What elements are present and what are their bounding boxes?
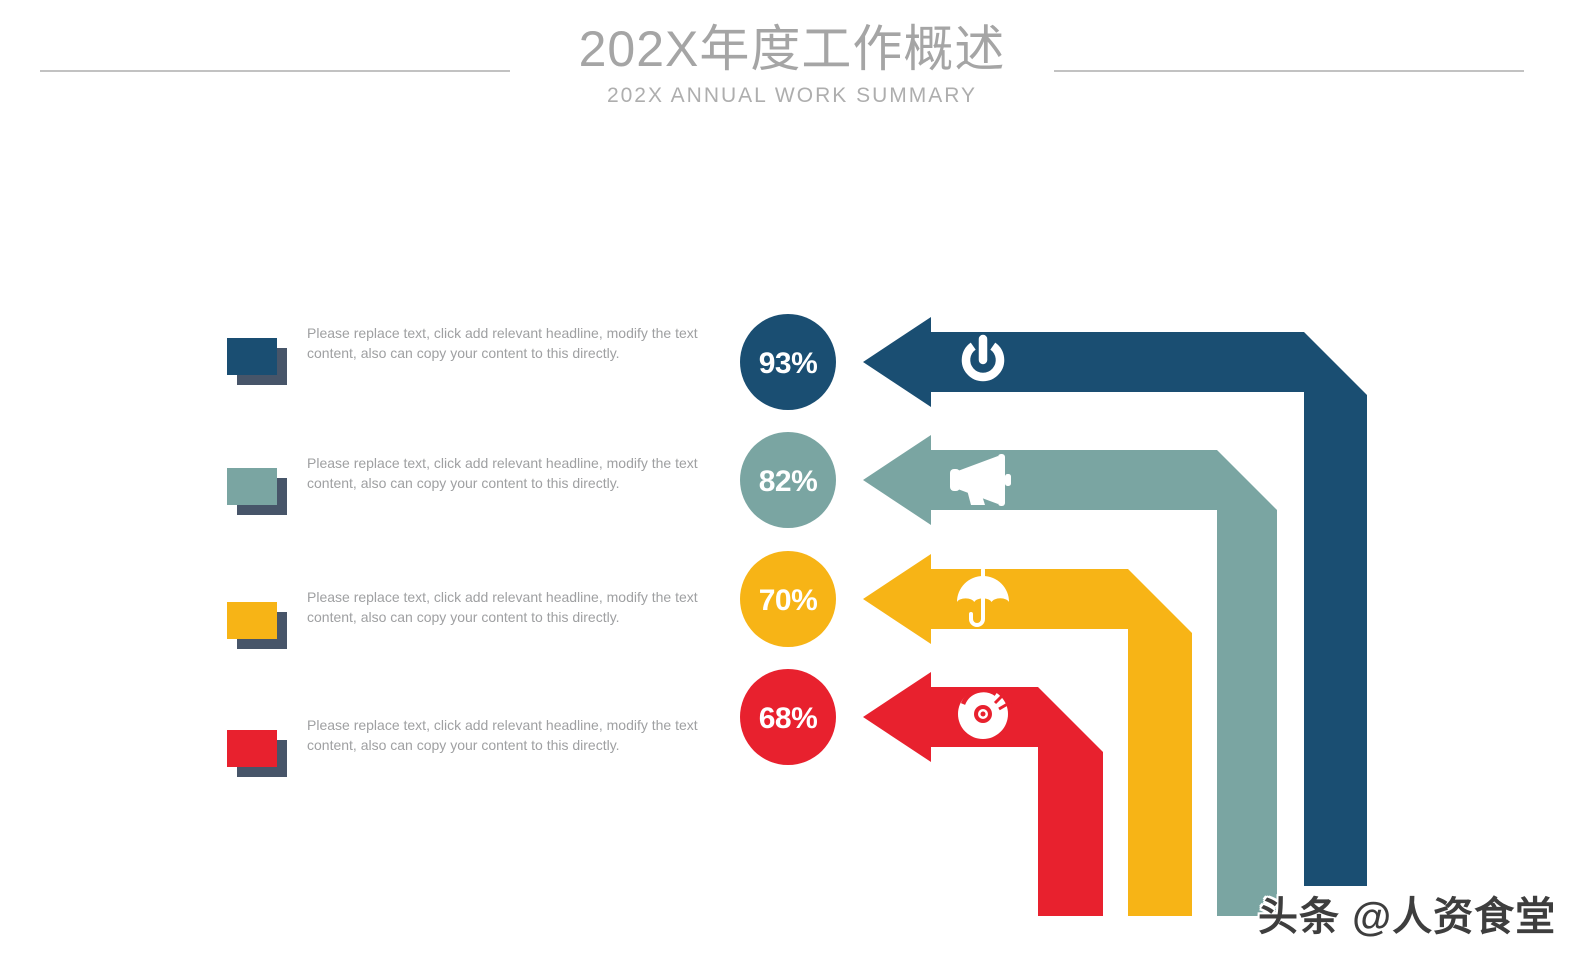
- title-divider-left: [40, 70, 510, 72]
- bent-arrow-shape: [863, 435, 1277, 916]
- placeholder-text: Please replace text, click add relevant …: [307, 325, 698, 361]
- megaphone-icon: [950, 454, 1011, 506]
- percent-circle: [740, 669, 836, 765]
- percent-label: 82%: [759, 465, 818, 498]
- legend-square-red: [227, 730, 277, 767]
- umbrella-icon: [957, 568, 1009, 627]
- bent-arrow-shape: [863, 554, 1192, 916]
- legend-row-2: Please replace text, click add relevant …: [227, 455, 727, 532]
- arrow-row-4: 68%: [740, 669, 1103, 916]
- percent-circle: [740, 432, 836, 528]
- slide-header: 202X年度工作概述 202X ANNUAL WORK SUMMARY: [0, 22, 1584, 108]
- power-icon: [961, 334, 1005, 382]
- percent-label: 93%: [759, 347, 818, 380]
- placeholder-text: Please replace text, click add relevant …: [307, 455, 698, 491]
- legend-row-4: Please replace text, click add relevant …: [227, 717, 727, 794]
- percent-circle: [740, 314, 836, 410]
- watermark: 头条 @人资食堂: [1258, 895, 1557, 939]
- bent-arrow-shape: [863, 672, 1103, 916]
- legend-square-yellow: [227, 602, 277, 639]
- legend-row-3: Please replace text, click add relevant …: [227, 589, 727, 666]
- cd-disc-icon: [958, 687, 1012, 739]
- bent-arrow-shape: [863, 317, 1367, 886]
- arrow-row-2: 82%: [740, 432, 1277, 916]
- legend-square-navy: [227, 338, 277, 375]
- legend-row-1: Please replace text, click add relevant …: [227, 325, 727, 402]
- page-title: 202X年度工作概述: [578, 21, 1006, 77]
- percent-label: 68%: [759, 702, 818, 735]
- percent-label: 70%: [759, 584, 818, 617]
- arrow-row-3: 70%: [740, 551, 1192, 916]
- legend-square-teal: [227, 468, 277, 505]
- placeholder-text: Please replace text, click add relevant …: [307, 589, 698, 625]
- placeholder-text: Please replace text, click add relevant …: [307, 717, 698, 753]
- percent-circle: [740, 551, 836, 647]
- arrow-row-1: 93%: [740, 314, 1367, 886]
- page-subtitle: 202X ANNUAL WORK SUMMARY: [606, 84, 978, 107]
- title-divider-right: [1054, 70, 1524, 72]
